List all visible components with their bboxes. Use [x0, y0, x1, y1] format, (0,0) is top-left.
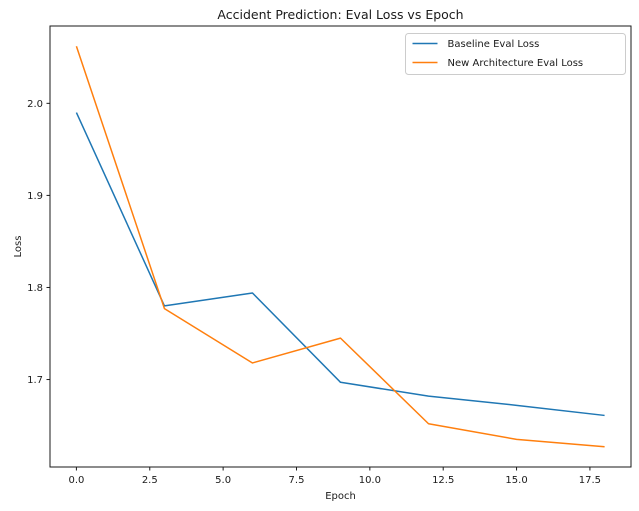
- x-tick-label: 17.5: [579, 475, 601, 486]
- y-tick-label: 1.9: [27, 191, 43, 202]
- x-tick-label: 12.5: [432, 475, 454, 486]
- chart-title: Accident Prediction: Eval Loss vs Epoch: [217, 7, 463, 22]
- x-tick-label: 2.5: [142, 475, 158, 486]
- legend-box: [405, 33, 626, 75]
- legend-label: New Architecture Eval Loss: [448, 58, 584, 69]
- x-axis-label: Epoch: [325, 491, 356, 502]
- x-tick-label: 5.0: [215, 475, 231, 486]
- x-tick-label: 7.5: [289, 475, 305, 486]
- y-tick-label: 1.7: [27, 375, 43, 386]
- series-line: [75, 112, 605, 417]
- legend-entry: New Architecture Eval Loss: [412, 58, 584, 69]
- legend-label: Baseline Eval Loss: [448, 39, 540, 50]
- plot-border: [49, 25, 632, 468]
- legend: Baseline Eval Loss New Architecture Eval …: [405, 33, 626, 75]
- series-line: [75, 46, 605, 448]
- x-tick-label: 15.0: [505, 475, 527, 486]
- y-axis-label: Loss: [13, 236, 24, 258]
- y-tick-label: 2.0: [27, 99, 43, 110]
- x-tick-label: 10.0: [359, 475, 381, 486]
- legend-entry: Baseline Eval Loss: [412, 39, 540, 50]
- y-tick-label: 1.8: [27, 283, 43, 294]
- axes-layer: 0.0 2.5 5.0 7.5 10.0 12.5 15.0 17.5 1.7 1.8 1.9 2.0…: [27, 25, 632, 486]
- x-tick-label: 0.0: [68, 475, 84, 486]
